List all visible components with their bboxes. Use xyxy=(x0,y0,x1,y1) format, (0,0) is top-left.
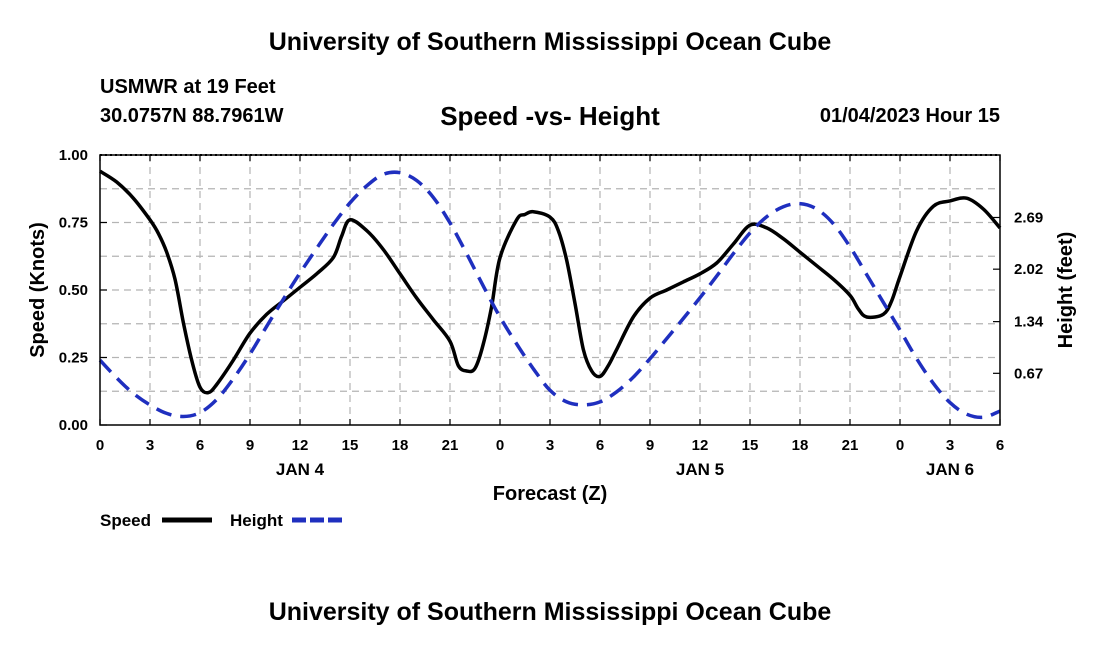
x-tick-label: 3 xyxy=(546,437,554,454)
y2-axis-label: Height (feet) xyxy=(1055,232,1077,349)
day-label: JAN 4 xyxy=(276,460,325,479)
x-tick-label: 3 xyxy=(946,437,954,454)
chart-subtitle: Speed -vs- Height xyxy=(440,101,660,131)
y2-tick-label: 0.67 xyxy=(1014,365,1043,382)
series-line-speed xyxy=(99,169,1002,395)
x-tick-label: 6 xyxy=(596,437,604,454)
x-tick-label: 18 xyxy=(392,437,409,454)
day-label: JAN 6 xyxy=(926,460,974,479)
x-tick-label: 0 xyxy=(896,437,904,454)
y-tick-label: 0.50 xyxy=(59,282,88,299)
legend-height-label: Height xyxy=(230,511,283,530)
y2-tick-label: 2.69 xyxy=(1014,209,1043,226)
series xyxy=(98,169,1002,420)
x-tick-label: 18 xyxy=(792,437,809,454)
x-tick-label: 9 xyxy=(646,437,654,454)
x-tick-label: 12 xyxy=(692,437,709,454)
timestamp-label: 01/04/2023 Hour 15 xyxy=(819,105,1000,127)
coordinates-label: 30.0757N 88.7961W xyxy=(100,105,284,127)
x-axis-label: Forecast (Z) xyxy=(493,483,607,505)
y2-tick-label: 2.02 xyxy=(1014,261,1043,278)
footer-title: University of Southern Mississippi Ocean… xyxy=(268,598,832,626)
x-tick-label: 21 xyxy=(842,437,859,454)
x-tick-label: 6 xyxy=(996,437,1004,454)
axes: 0 3 6 9 12 15 18 21 0 3 6 9 12 15 18 21 0 3 6 0.00 0.25 0.50 0… xyxy=(59,147,1044,479)
day-label: JAN 5 xyxy=(676,460,724,479)
y-tick-label: 0.75 xyxy=(59,215,88,232)
x-tick-label: 9 xyxy=(246,437,254,454)
y-tick-label: 1.00 xyxy=(59,147,88,164)
x-tick-label: 0 xyxy=(96,437,104,454)
x-tick-label: 21 xyxy=(442,437,459,454)
series-line-height xyxy=(98,170,1001,420)
y-axis-label: Speed (Knots) xyxy=(27,222,49,358)
y-tick-label: 0.25 xyxy=(59,350,88,367)
x-tick-label: 15 xyxy=(342,437,359,454)
x-tick-label: 6 xyxy=(196,437,204,454)
x-tick-label: 12 xyxy=(292,437,309,454)
legend-speed-label: Speed xyxy=(100,511,151,530)
x-tick-label: 15 xyxy=(742,437,759,454)
station-label: USMWR at 19 Feet xyxy=(100,76,276,98)
y-tick-label: 0.00 xyxy=(59,417,88,434)
legend: Speed Height xyxy=(100,511,342,530)
y2-tick-label: 1.34 xyxy=(1014,314,1044,331)
grid xyxy=(100,155,1000,425)
x-tick-label: 0 xyxy=(496,437,504,454)
chart-title: University of Southern Mississippi Ocean… xyxy=(268,28,832,56)
x-tick-label: 3 xyxy=(146,437,154,454)
